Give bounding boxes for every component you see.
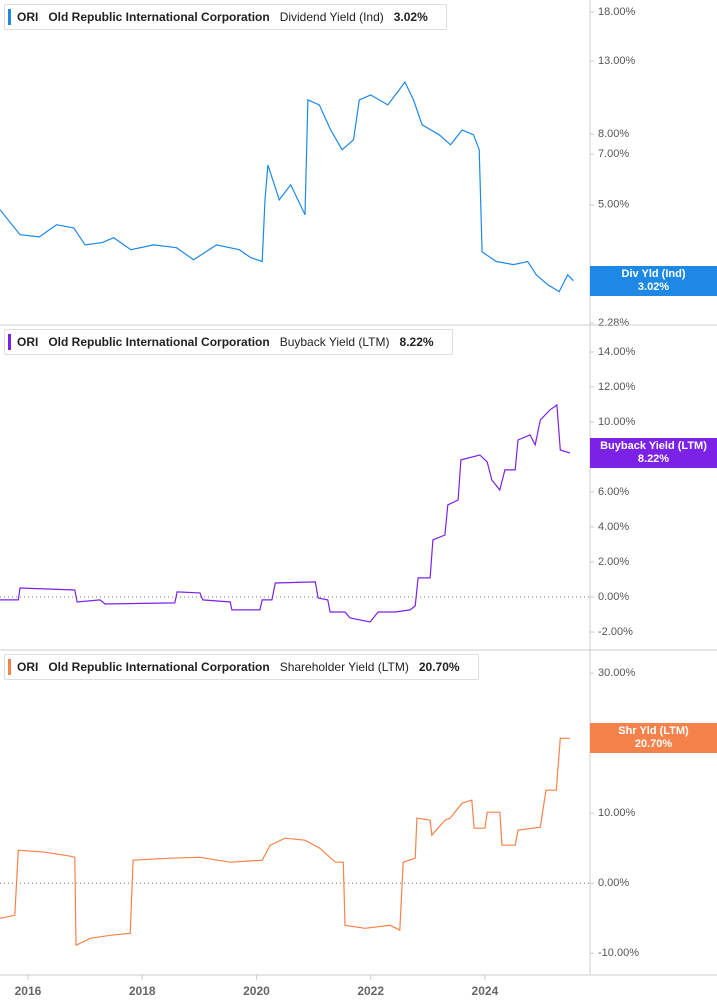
y-tick-label: 8.00% [598, 128, 629, 140]
x-tick-label: 2024 [472, 984, 499, 998]
y-tick-label: 18.00% [598, 6, 636, 18]
y-tick-label: 5.00% [598, 199, 629, 211]
y-tick-label: -10.00% [598, 947, 639, 959]
series-line [0, 403, 571, 623]
y-tick-label: 12.00% [598, 381, 636, 393]
metric-value: 20.70% [418, 660, 460, 674]
legend-stripe [8, 334, 11, 350]
legend-header: ORI Old Republic International Corporatio… [4, 4, 447, 30]
metric-name: Shareholder Yield (LTM) [279, 660, 409, 674]
y-tick-label: 0.00% [598, 877, 629, 889]
badge-label: Div Yld (Ind) [621, 267, 686, 280]
y-tick-label: -2.00% [598, 626, 633, 638]
value-badge: Shr Yld (LTM) 20.70% [590, 723, 717, 754]
metric-name: Buyback Yield (LTM) [279, 335, 390, 349]
company-name: Old Republic International Corporation [48, 335, 270, 349]
y-tick-label: 4.00% [598, 521, 629, 533]
value-badge: Div Yld (Ind) 3.02% [590, 265, 717, 296]
badge-value: 8.22% [637, 453, 670, 466]
badge-value: 20.70% [634, 738, 673, 751]
badge-value: 3.02% [637, 280, 670, 293]
ticker: ORI [17, 660, 39, 674]
metric-name: Dividend Yield (Ind) [279, 10, 384, 24]
ticker: ORI [17, 10, 39, 24]
y-tick-label: 2.28% [598, 317, 629, 329]
badge-label: Buyback Yield (LTM) [600, 440, 707, 453]
y-tick-label: 7.00% [598, 148, 629, 160]
y-tick-label: 10.00% [598, 416, 636, 428]
legend-stripe [8, 9, 11, 25]
y-tick-label: 14.00% [598, 346, 636, 358]
metric-value: 3.02% [393, 10, 428, 24]
y-tick-label: 30.00% [598, 667, 636, 679]
y-tick-label: 2.00% [598, 556, 629, 568]
value-badge: Buyback Yield (LTM) 8.22% [590, 438, 717, 469]
y-tick-label: 6.00% [598, 486, 629, 498]
legend-header: ORI Old Republic International Corporatio… [4, 654, 479, 680]
series-line [0, 737, 571, 947]
x-tick-label: 2020 [243, 984, 270, 998]
y-tick-label: 0.00% [598, 591, 629, 603]
company-name: Old Republic International Corporation [48, 10, 270, 24]
legend-header: ORI Old Republic International Corporatio… [4, 329, 453, 355]
x-tick-label: 2022 [357, 984, 384, 998]
company-name: Old Republic International Corporation [48, 660, 270, 674]
legend-stripe [8, 659, 11, 675]
metric-value: 8.22% [399, 335, 434, 349]
y-tick-label: 10.00% [598, 807, 636, 819]
ticker: ORI [17, 335, 39, 349]
series-line [0, 80, 574, 293]
badge-label: Shr Yld (LTM) [618, 725, 689, 738]
x-tick-label: 2018 [129, 984, 156, 998]
y-tick-label: 13.00% [598, 55, 636, 67]
x-tick-label: 2016 [15, 984, 42, 998]
